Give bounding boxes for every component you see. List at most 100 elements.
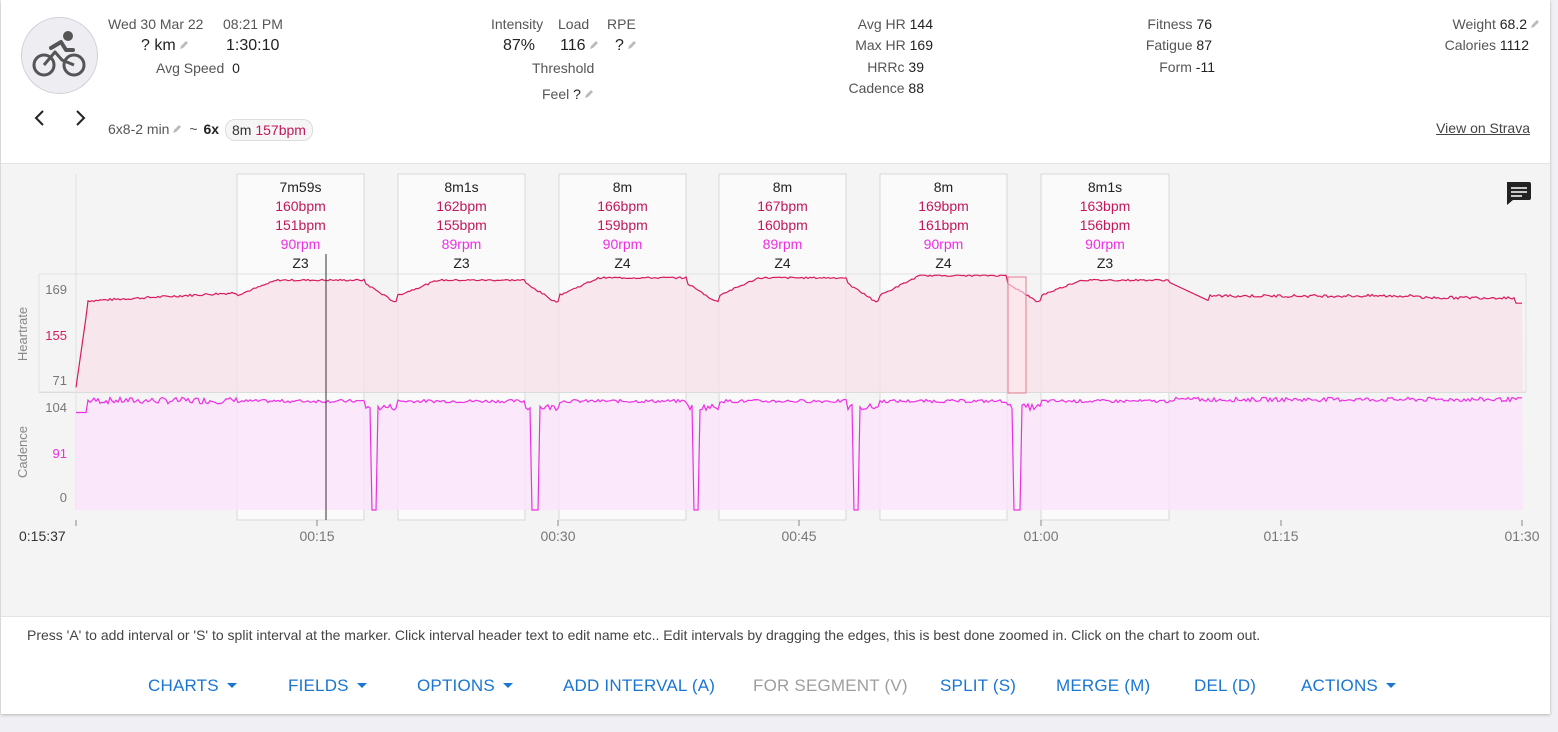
chart-area[interactable]: 7m59s 160bpm 151bpm 90rpm Z3 8m1s 162bpm 155bpm… [1, 163, 1550, 617]
fitness-value: 76 [1196, 16, 1212, 32]
interval-header-hr2[interactable]: 156bpm [1080, 217, 1131, 233]
activity-duration: 1:30:10 [226, 37, 280, 54]
interval-header-cadence[interactable]: 90rpm [924, 236, 964, 252]
cadence-series-line [76, 395, 1523, 511]
comment-icon[interactable] [1507, 182, 1531, 205]
workout-name-text: 6x8-2 min [108, 121, 170, 137]
edit-pencil-icon[interactable] [1529, 18, 1541, 30]
activity-type-avatar [21, 17, 98, 94]
chip-duration: 8m [232, 122, 252, 138]
interval-header-duration[interactable]: 8m [934, 179, 953, 195]
interval-count: 6x [203, 121, 220, 137]
activity-distance[interactable]: ? km [141, 37, 190, 55]
interval-header-zone[interactable]: Z4 [774, 255, 791, 271]
previous-activity-icon[interactable] [29, 106, 51, 130]
edit-pencil-icon[interactable] [583, 88, 595, 100]
weight-value: 68.2 [1499, 16, 1527, 32]
hr-axis-title: Heartrate [15, 307, 30, 361]
chevron-down-icon [502, 683, 513, 688]
hr-tick-label: 169 [45, 282, 67, 297]
interval-header-zone[interactable]: Z3 [453, 255, 470, 271]
merge-button[interactable]: MERGE (M) [1056, 676, 1151, 695]
fields-menu-button[interactable]: FIELDS [288, 676, 367, 696]
fatigue-stat: Fatigue 87 [1121, 37, 1212, 53]
interval-header-hr2[interactable]: 155bpm [436, 217, 487, 233]
interval-header-zone[interactable]: Z4 [614, 255, 631, 271]
interval-header-avg-hr[interactable]: 166bpm [597, 198, 648, 214]
charts-menu-button[interactable]: CHARTS [148, 676, 237, 696]
interval-header-hr2[interactable]: 160bpm [757, 217, 808, 233]
feel-value: ? [573, 86, 581, 102]
comment-icon-lines [1511, 187, 1527, 197]
interval-header-avg-hr[interactable]: 169bpm [918, 198, 969, 214]
edit-pencil-icon[interactable] [588, 39, 600, 51]
interval-header-cadence[interactable]: 89rpm [442, 236, 482, 252]
interval-header-avg-hr[interactable]: 167bpm [757, 198, 808, 214]
actions-menu-label: ACTIONS [1301, 676, 1378, 695]
avg-speed-label: Avg Speed [156, 60, 225, 76]
interval-header-avg-hr[interactable]: 163bpm [1080, 198, 1131, 214]
hrrc: HRRc 39 [841, 59, 924, 75]
split-button[interactable]: SPLIT (S) [940, 676, 1017, 695]
hrrc-label: HRRc [867, 59, 905, 75]
actions-menu-button[interactable]: ACTIONS [1301, 676, 1396, 696]
interval-header-avg-hr[interactable]: 162bpm [436, 198, 487, 214]
interval-header-zone[interactable]: Z3 [1097, 255, 1114, 271]
interval-header-cadence[interactable]: 89rpm [763, 236, 803, 252]
load-number: 116 [560, 37, 586, 54]
rpe-value[interactable]: ? [615, 37, 638, 55]
options-menu-button[interactable]: OPTIONS [417, 676, 513, 696]
interval-header-duration[interactable]: 8m [613, 179, 632, 195]
activity-chart[interactable]: 7m59s 160bpm 151bpm 90rpm Z3 8m1s 162bpm 155bpm… [1, 164, 1550, 616]
edit-pencil-icon[interactable] [178, 39, 190, 51]
fields-menu-label: FIELDS [288, 676, 349, 695]
load-label: Load [558, 16, 590, 32]
form-label: Form [1159, 59, 1192, 75]
feel[interactable]: Feel ? [542, 86, 595, 102]
threshold-label[interactable]: Threshold [532, 60, 595, 76]
avg-hr-value: 144 [909, 16, 933, 32]
calories-stat: Calories 1112 [1421, 37, 1529, 53]
max-hr: Max HR 169 [841, 37, 933, 53]
interval-header-zone[interactable]: Z4 [935, 255, 952, 271]
weight-label: Weight [1452, 16, 1496, 32]
workout-name[interactable]: 6x8-2 min ~ 6x [108, 121, 219, 137]
cycling-icon [32, 31, 86, 77]
hr-series-line [75, 274, 1522, 388]
avg-speed: Avg Speed 0 [156, 60, 240, 76]
fitness-stat: Fitness 76 [1121, 16, 1212, 32]
interval-header-duration[interactable]: 8m1s [444, 179, 478, 195]
interval-header-hr2[interactable]: 159bpm [597, 217, 648, 233]
interval-header-hr2[interactable]: 151bpm [275, 217, 326, 233]
edit-pencil-icon[interactable] [626, 39, 638, 51]
hrrc-value: 39 [908, 59, 924, 75]
for-segment-button[interactable]: FOR SEGMENT (V) [753, 676, 908, 695]
interval-header-cadence[interactable]: 90rpm [1085, 236, 1125, 252]
interval-header-duration[interactable]: 7m59s [279, 179, 321, 195]
load-value[interactable]: 116 [560, 37, 600, 55]
edit-pencil-icon[interactable] [171, 123, 183, 135]
interval-header-duration[interactable]: 8m [773, 179, 792, 195]
interval-header-cadence[interactable]: 90rpm [603, 236, 643, 252]
avg-speed-value: 0 [232, 60, 240, 76]
interval-summary-chip[interactable]: 8m 157bpm [225, 119, 313, 141]
rpe-number: ? [615, 37, 624, 54]
interval-header-hr2[interactable]: 161bpm [918, 217, 969, 233]
delete-button[interactable]: DEL (D) [1194, 676, 1257, 695]
cursor-time-label: 0:15:37 [19, 528, 66, 544]
x-tick-label: 00:45 [781, 528, 816, 544]
weight-stat[interactable]: Weight 68.2 [1421, 16, 1541, 32]
interval-header-duration[interactable]: 8m1s [1088, 179, 1122, 195]
fitness-label: Fitness [1147, 16, 1193, 32]
options-menu-label: OPTIONS [417, 676, 495, 695]
cadence-tick-label: 104 [45, 400, 67, 415]
interval-header-avg-hr[interactable]: 160bpm [275, 198, 326, 214]
chip-hr: 157bpm [255, 122, 306, 138]
add-interval-button[interactable]: ADD INTERVAL (A) [563, 676, 716, 695]
selected-range[interactable] [1007, 276, 1027, 394]
rpe-label: RPE [607, 16, 636, 32]
interval-header-zone[interactable]: Z3 [292, 255, 309, 271]
interval-header-cadence[interactable]: 90rpm [281, 236, 321, 252]
view-on-strava-link[interactable]: View on Strava [1436, 120, 1530, 136]
next-activity-icon[interactable] [69, 106, 91, 130]
